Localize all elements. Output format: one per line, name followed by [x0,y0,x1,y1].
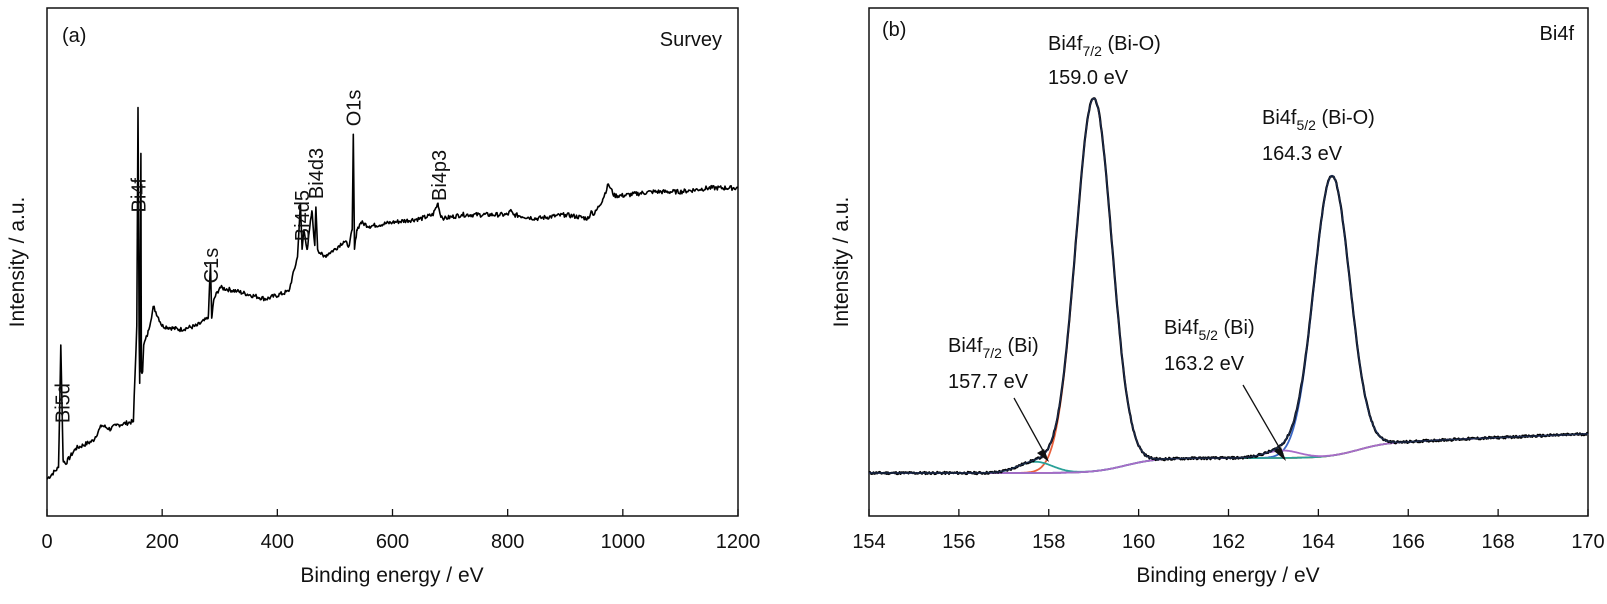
annotation-arrowhead [1274,447,1286,461]
panel-b-x-tick-label: 170 [1571,531,1604,553]
panel-a-curve [46,106,739,480]
annotation-value: 163.2 eV [1164,353,1245,375]
peak-label: Bi5d [53,383,75,423]
panel-b: (b) Bi4f 154 156 158 160 162 164 166 168 170 Bi4… [830,7,1605,587]
panel-b-x-tick-label: 160 [1122,531,1155,553]
panel-a-x-tick-label: 200 [145,531,178,553]
panel-b-x-tick-label: 164 [1302,531,1335,553]
panel-a-frame [46,7,739,517]
annotation-main: Bi4f [948,335,983,357]
annotation-sub: 5/2 [1198,327,1218,343]
raw-data-line [868,97,1589,476]
annotation-rest: (Bi-O) [1102,33,1161,55]
annotation-arrowhead [1037,449,1049,462]
peak-label: Bi4d5 [292,190,314,241]
envelope-fit-line [869,97,1589,474]
annotation-value: 164.3 eV [1262,143,1343,165]
panel-a-title: Survey [660,29,722,51]
panel-a-x-tick-label: 800 [491,531,524,553]
annotation-main: Bi4f [1164,317,1199,339]
panel-a-x-ticks: 0 200 400 600 800 1000 1200 [41,509,760,553]
annotation-sub: 7/2 [982,345,1002,361]
panel-a-x-axis-label: Binding energy / eV [300,564,483,587]
panel-a-y-axis-label: Intensity / a.u. [6,197,29,328]
panel-b-x-tick-label: 166 [1392,531,1425,553]
annotation-rest: (Bi) [1218,317,1255,339]
peak-label: Bi4f [129,178,151,213]
panel-a-x-tick-label: 600 [376,531,409,553]
svg-text:Bi4f7/2 (Bi-O): Bi4f7/2 (Bi-O) [1048,33,1161,59]
annotation-bi4f52-bi: Bi4f5/2 (Bi) 163.2 eV [1164,317,1286,461]
panel-b-curves [868,97,1589,476]
peak-label: Bi4d3 [306,148,328,199]
annotation-bi4f72-bio: Bi4f7/2 (Bi-O) 159.0 eV [1048,33,1161,89]
svg-text:Bi4f5/2 (Bi-O): Bi4f5/2 (Bi-O) [1262,107,1375,133]
panel-b-x-tick-label: 158 [1032,531,1065,553]
annotation-arrow [1013,397,1047,457]
panel-b-x-tick-label: 162 [1212,531,1245,553]
panel-b-x-axis-label: Binding energy / eV [1136,564,1319,587]
peak-label: C1s [201,248,223,284]
annotation-value: 159.0 eV [1048,67,1129,89]
panel-b-y-axis-label: Intensity / a.u. [830,197,853,328]
component-peak-line [869,97,1589,474]
panel-b-letter: (b) [882,19,906,41]
panel-a-letter: (a) [62,25,86,47]
annotation-sub: 7/2 [1082,43,1102,59]
annotation-arrow [1242,384,1284,455]
annotation-bi4f52-bio: Bi4f5/2 (Bi-O) 164.3 eV [1262,107,1375,165]
annotation-bi4f72-bi: Bi4f7/2 (Bi) 157.7 eV [948,335,1049,462]
peak-label: O1s [343,90,365,127]
annotation-rest: (Bi-O) [1316,107,1375,129]
svg-text:Bi4f7/2 (Bi): Bi4f7/2 (Bi) [948,335,1039,361]
panel-a-x-tick-label: 1200 [716,531,761,553]
panel-a-x-tick-label: 400 [261,531,294,553]
annotation-main: Bi4f [1262,107,1297,129]
annotation-sub: 5/2 [1296,117,1316,133]
annotation-value: 157.7 eV [948,371,1029,393]
annotation-main: Bi4f [1048,33,1083,55]
svg-text:Bi4f5/2 (Bi): Bi4f5/2 (Bi) [1164,317,1255,343]
panel-b-x-tick-label: 154 [852,531,885,553]
survey-spectrum-line [46,106,739,480]
panel-a-x-tick-label: 0 [41,531,52,553]
panel-a-x-tick-label: 1000 [601,531,646,553]
annotation-rest: (Bi) [1002,335,1039,357]
panel-b-x-tick-label: 168 [1481,531,1514,553]
peak-label: Bi4p3 [429,150,451,201]
panel-b-title: Bi4f [1540,23,1575,45]
panel-a: (a) Survey 0 200 400 600 800 1000 1200 Bi5d Bi4… [6,7,760,587]
panel-b-x-tick-label: 156 [942,531,975,553]
panel-b-x-ticks: 154 156 158 160 162 164 166 168 170 [852,509,1605,553]
